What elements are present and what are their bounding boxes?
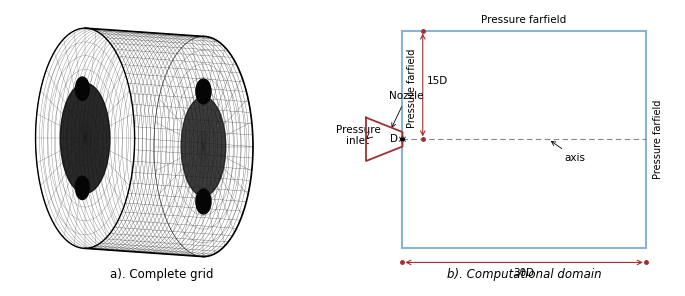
Text: Pressure farfield: Pressure farfield bbox=[653, 99, 663, 179]
Ellipse shape bbox=[75, 176, 89, 200]
Text: Nozzle: Nozzle bbox=[389, 91, 424, 127]
Bar bbox=[403, 30, 646, 248]
Ellipse shape bbox=[196, 189, 211, 214]
Text: Pressure farfield: Pressure farfield bbox=[407, 49, 417, 128]
Text: 30D: 30D bbox=[514, 268, 535, 278]
Text: Pressure
inlet: Pressure inlet bbox=[336, 125, 380, 147]
Text: 15D: 15D bbox=[427, 76, 448, 86]
Text: Pressure farfield: Pressure farfield bbox=[482, 15, 566, 25]
Text: D: D bbox=[390, 134, 397, 144]
Ellipse shape bbox=[181, 97, 226, 196]
Ellipse shape bbox=[60, 83, 110, 193]
Text: axis: axis bbox=[551, 141, 586, 163]
Ellipse shape bbox=[196, 79, 211, 104]
Text: b). Computational domain: b). Computational domain bbox=[447, 268, 601, 281]
Text: a). Complete grid: a). Complete grid bbox=[110, 268, 214, 281]
Ellipse shape bbox=[75, 77, 89, 100]
